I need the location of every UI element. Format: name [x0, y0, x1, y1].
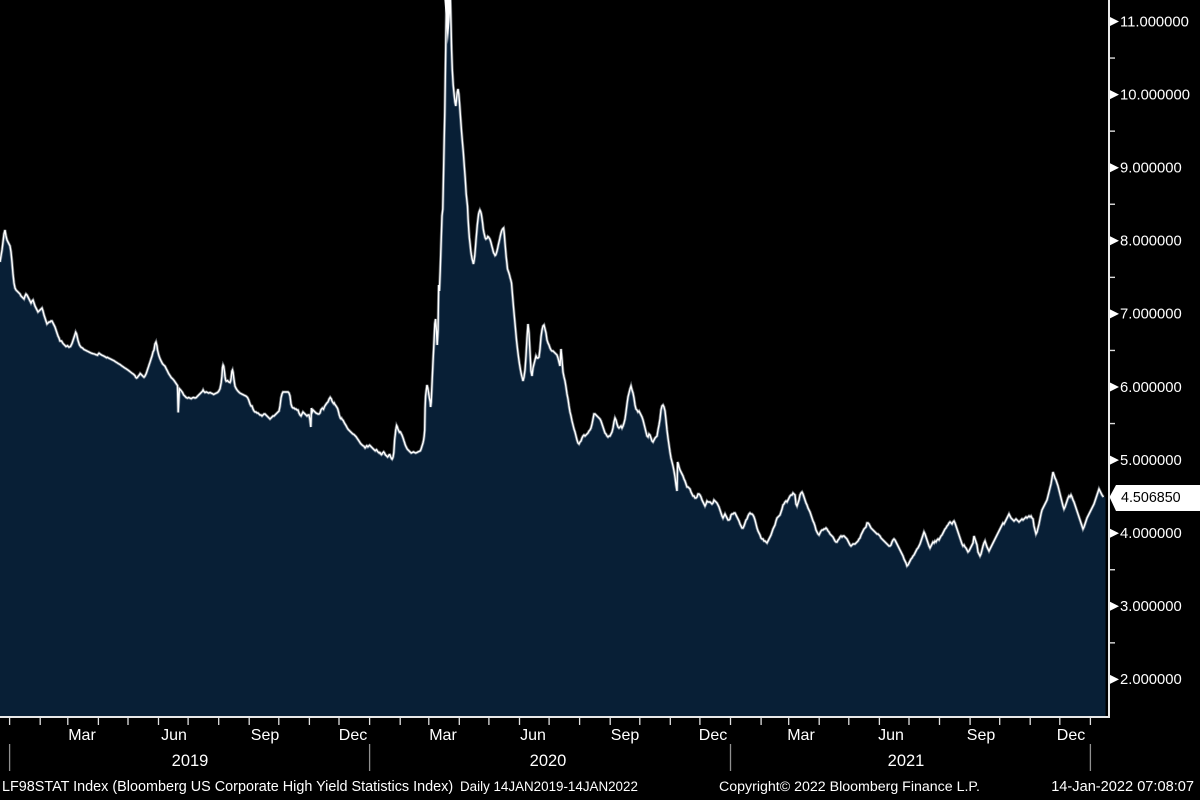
svg-text:2020: 2020 — [530, 752, 567, 770]
svg-text:Copyright© 2022 Bloomberg Fina: Copyright© 2022 Bloomberg Finance L.P. — [719, 779, 980, 795]
svg-text:LF98STAT Index (Bloomberg US C: LF98STAT Index (Bloomberg US Corporate H… — [2, 779, 453, 795]
svg-text:Dec: Dec — [1057, 727, 1085, 744]
svg-text:4.506850: 4.506850 — [1121, 490, 1181, 506]
svg-text:Mar: Mar — [787, 727, 815, 744]
svg-text:10.000000: 10.000000 — [1120, 87, 1190, 103]
svg-text:Sep: Sep — [611, 727, 640, 744]
svg-text:Daily 14JAN2019-14JAN2022: Daily 14JAN2019-14JAN2022 — [460, 779, 638, 794]
svg-text:Jun: Jun — [520, 727, 546, 744]
svg-text:5.000000: 5.000000 — [1120, 453, 1182, 469]
svg-text:9.000000: 9.000000 — [1120, 161, 1182, 177]
svg-text:11.000000: 11.000000 — [1120, 14, 1189, 30]
svg-text:4.000000: 4.000000 — [1120, 526, 1182, 542]
svg-text:2021: 2021 — [888, 752, 925, 770]
svg-text:14-Jan-2022 07:08:07: 14-Jan-2022 07:08:07 — [1051, 779, 1194, 795]
svg-text:Mar: Mar — [68, 727, 96, 744]
svg-text:6.000000: 6.000000 — [1120, 380, 1182, 396]
svg-text:Mar: Mar — [429, 727, 457, 744]
svg-text:8.000000: 8.000000 — [1120, 234, 1182, 250]
svg-text:Dec: Dec — [699, 727, 727, 744]
svg-text:Sep: Sep — [251, 727, 280, 744]
svg-text:Jun: Jun — [878, 727, 904, 744]
svg-text:2.000000: 2.000000 — [1120, 672, 1182, 688]
svg-text:Sep: Sep — [967, 727, 996, 744]
svg-text:7.000000: 7.000000 — [1120, 307, 1182, 323]
svg-text:Dec: Dec — [339, 727, 367, 744]
svg-text:3.000000: 3.000000 — [1120, 599, 1182, 615]
svg-text:Jun: Jun — [161, 727, 187, 744]
svg-text:2019: 2019 — [172, 752, 209, 770]
